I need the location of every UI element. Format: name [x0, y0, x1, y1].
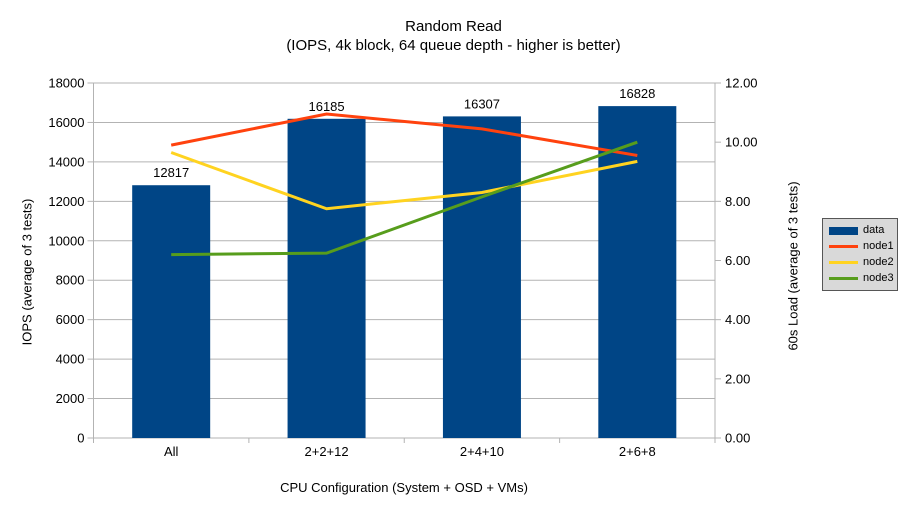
bar-value-label: 16185 — [308, 99, 344, 114]
legend: data node1 node2 node3 — [822, 218, 898, 291]
bar-All — [132, 185, 211, 438]
left-axis-tick-label: 16000 — [48, 115, 84, 130]
legend-label: node3 — [863, 272, 894, 284]
legend-item-node1: node1 — [829, 240, 894, 252]
left-axis-tick-label: 0 — [77, 431, 84, 446]
legend-item-node2: node2 — [829, 256, 894, 268]
title-block: Random Read (IOPS, 4k block, 64 queue de… — [0, 17, 907, 55]
bar-2+6+8 — [598, 106, 677, 438]
right-axis-tick-label: 12.00 — [725, 76, 758, 91]
legend-swatch-node2 — [829, 261, 858, 264]
right-axis-tick-label: 10.00 — [725, 135, 758, 150]
legend-item-node3: node3 — [829, 272, 894, 284]
x-category-label: All — [164, 444, 179, 459]
legend-item-data: data — [829, 225, 891, 236]
left-axis-tick-label: 18000 — [48, 76, 84, 91]
chart-subtitle: (IOPS, 4k block, 64 queue depth - higher… — [286, 37, 621, 54]
x-category-label: 2+2+12 — [305, 444, 349, 459]
right-axis-tick-label: 0.00 — [725, 431, 750, 446]
bar-value-label: 16307 — [464, 96, 500, 111]
line-node1 — [170, 112, 638, 157]
left-axis-tick-label: 6000 — [56, 312, 85, 327]
bar-2+2+12 — [287, 118, 366, 438]
legend-label: data — [863, 224, 885, 236]
left-axis-tick-label: 8000 — [56, 273, 85, 288]
x-category-label: 2+4+10 — [460, 444, 504, 459]
right-axis-tick-label: 4.00 — [725, 312, 750, 327]
legend-swatch-node3 — [829, 277, 858, 280]
left-axis-tick-label: 4000 — [56, 352, 85, 367]
legend-label: node2 — [863, 256, 894, 268]
chart-title: Random Read — [405, 18, 502, 35]
left-axis-tick-label: 2000 — [56, 391, 85, 406]
right-axis-tick-label: 6.00 — [725, 253, 750, 268]
x-category-label: 2+6+8 — [619, 444, 656, 459]
legend-swatch-node1 — [829, 245, 858, 248]
left-axis-tick-label: 10000 — [48, 233, 84, 248]
right-axis-tick-label: 2.00 — [725, 371, 750, 386]
right-axis-tick-label: 8.00 — [725, 194, 750, 209]
bar-2+4+10 — [442, 116, 521, 439]
left-axis-tick-label: 14000 — [48, 154, 84, 169]
line-node3 — [171, 140, 638, 257]
bar-value-label: 16828 — [619, 86, 655, 101]
bar-value-label: 12817 — [153, 165, 189, 180]
legend-swatch-data — [829, 226, 858, 235]
left-axis-tick-label: 12000 — [48, 194, 84, 209]
x-axis-title: CPU Configuration (System + OSD + VMs) — [280, 480, 528, 495]
legend-label: node1 — [863, 240, 894, 252]
line-node2 — [170, 151, 638, 211]
